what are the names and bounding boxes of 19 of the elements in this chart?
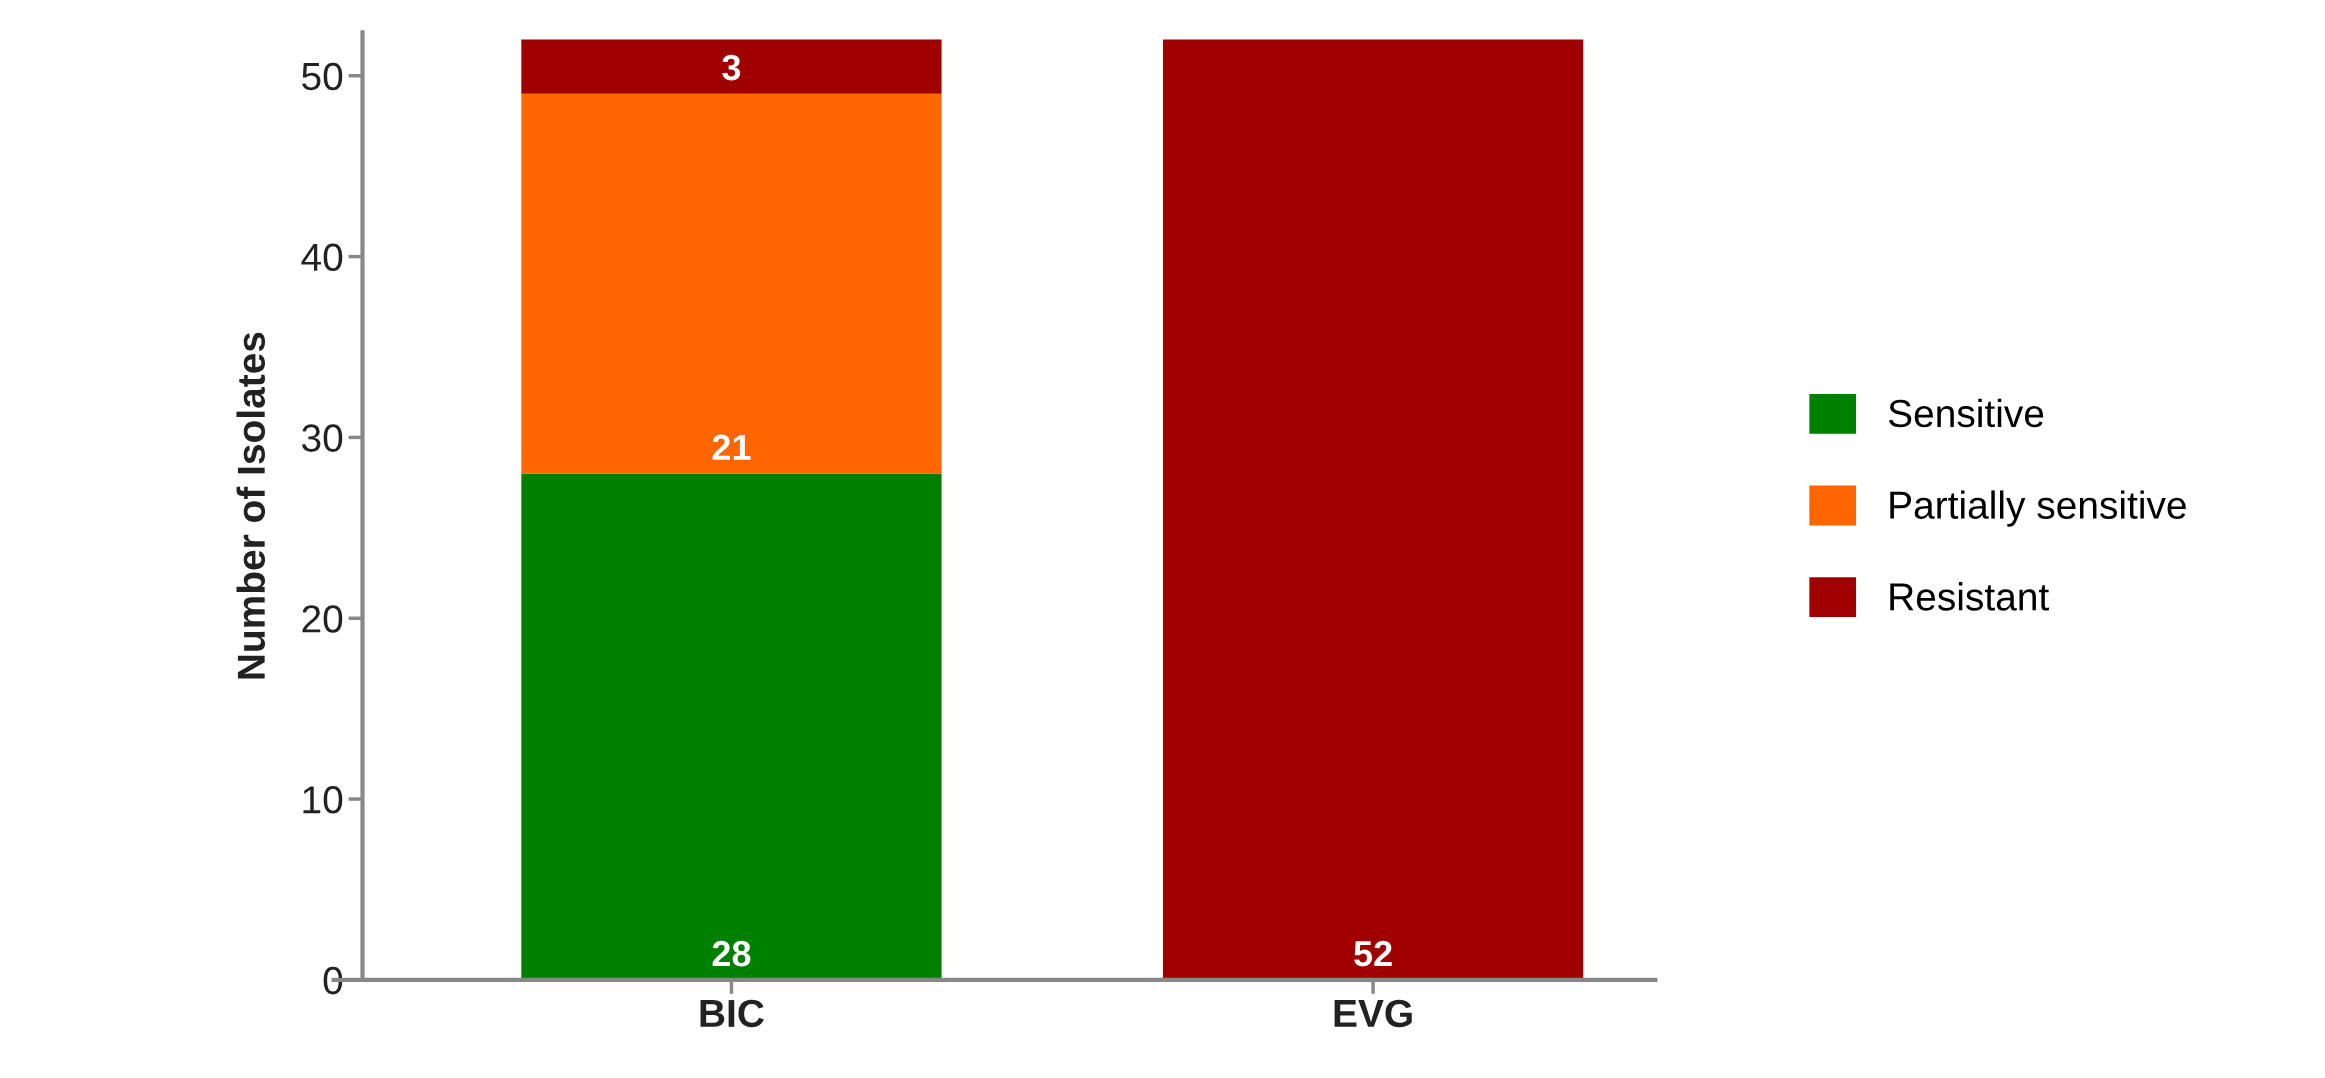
bar (521, 93, 942, 474)
y-tick-label: 50 (302, 62, 343, 91)
bar (521, 39, 942, 94)
x-tick-label: BIC (700, 999, 764, 1028)
data-label: 21 (712, 434, 751, 460)
data-label: 52 (1354, 940, 1392, 967)
legend-label: Sensitive (1888, 398, 2044, 428)
y-tick-label: 10 (303, 786, 343, 814)
y-tick-label: 20 (302, 605, 343, 633)
legend-label: Resistant (1890, 582, 2049, 611)
x-tick-label: EVG (1334, 999, 1412, 1028)
legend-label: Partially sensitive (1890, 490, 2186, 527)
y-axis-title: Number of Isolates (236, 332, 266, 679)
data-label: 3 (722, 54, 741, 81)
data-label: 28 (712, 940, 751, 967)
y-tick-label: 30 (301, 424, 343, 452)
y-tick-label: 40 (301, 243, 343, 272)
bar (1162, 39, 1584, 980)
bar (521, 473, 942, 980)
